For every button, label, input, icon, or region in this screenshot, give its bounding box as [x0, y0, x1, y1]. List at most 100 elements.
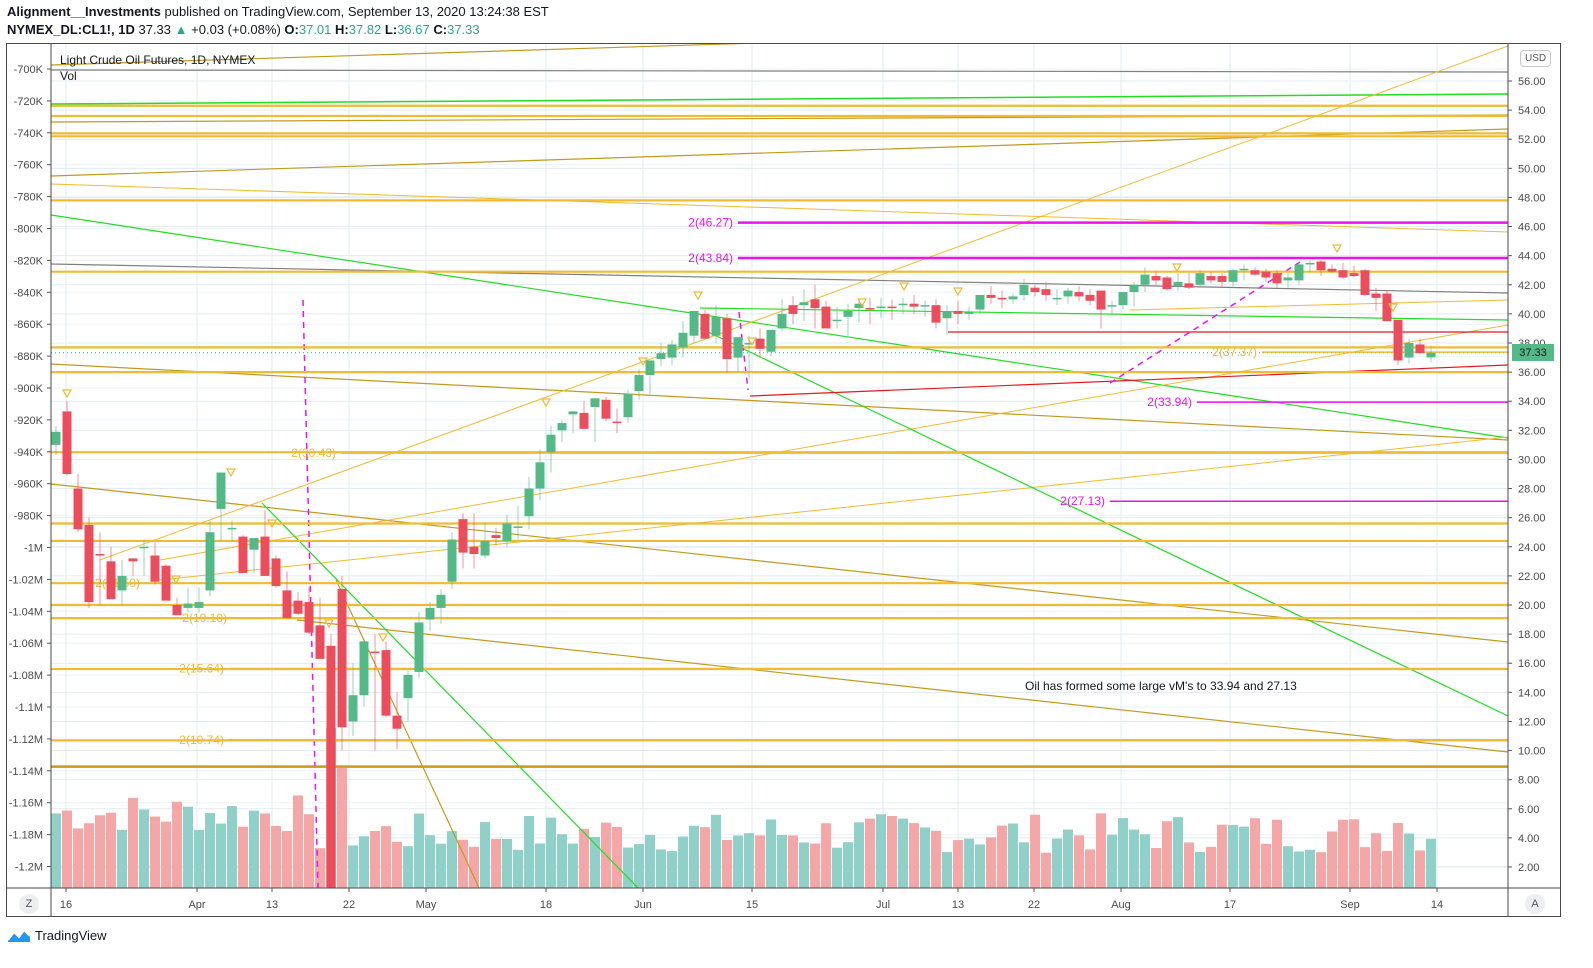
candle [1184, 283, 1194, 288]
volume-axis-tick: -860K [14, 319, 44, 331]
candle [975, 294, 985, 310]
candle [1415, 344, 1425, 354]
candle [381, 650, 391, 716]
candle [139, 546, 149, 549]
candle [942, 310, 952, 319]
plot-area[interactable]: 2(46.27) 2(43.84) 2(33.94) 2(27.13) 2(37.37)… [51, 42, 1508, 968]
price-axis-tick: 6.00 [1518, 804, 1539, 816]
close-label: C: [433, 22, 448, 37]
candle [117, 575, 127, 591]
series-title[interactable]: Light Crude Oil Futures, 1D, NYMEX [60, 53, 256, 67]
candle [1338, 270, 1348, 278]
price-axis-tick: 50.00 [1518, 163, 1546, 175]
chart-annotation[interactable]: Oil has formed some large vM's to 33.94 … [1025, 679, 1297, 693]
candle [436, 594, 446, 608]
level-label[interactable]: 2(19.10) [182, 611, 227, 625]
level-label[interactable]: 2(15.64) [179, 661, 224, 675]
candle [337, 588, 347, 728]
time-axis-tick: Sep [1340, 899, 1360, 911]
price-axis-tick: 42.00 [1518, 280, 1546, 292]
tradingview-logo-icon [7, 928, 31, 942]
candle [832, 319, 842, 322]
candle [172, 605, 182, 616]
price-axis-tick: 28.00 [1518, 484, 1546, 496]
time-axis-tick: 18 [540, 899, 552, 911]
brand-name: TradingView [35, 927, 107, 943]
candle [1151, 276, 1161, 281]
time-axis-tick: 13 [952, 899, 964, 911]
candle [227, 527, 237, 530]
publish-header: Alignment__Investments published on Trad… [7, 4, 549, 19]
candle [1393, 319, 1403, 361]
volume-axis-tick: -1.12M [9, 734, 43, 746]
time-axis-tick: May [416, 899, 437, 911]
author-name[interactable]: Alignment__Investments [7, 4, 161, 19]
volume-axis-tick: -760K [14, 160, 44, 172]
candle [128, 558, 138, 562]
candle [249, 538, 259, 550]
price-axis-tick: 16.00 [1518, 658, 1546, 670]
volume-axis-tick: -1M [24, 543, 43, 555]
candle [1052, 297, 1062, 300]
candle [1162, 277, 1172, 290]
volume-axis-tick: -880K [14, 351, 44, 363]
candle [1019, 284, 1029, 295]
level-label[interactable]: 2(10.74) [179, 733, 224, 747]
price-axis-tick: 26.00 [1518, 513, 1546, 525]
level-label[interactable]: 2(30.43) [291, 446, 336, 460]
price-axis-tick: 24.00 [1518, 542, 1546, 554]
price-axis-tick: 40.00 [1518, 309, 1546, 321]
price-axis-tick: 12.00 [1518, 716, 1546, 728]
candle [403, 674, 413, 699]
candle [865, 308, 875, 310]
candle [73, 488, 83, 530]
candle [1173, 281, 1183, 287]
candle [777, 313, 787, 329]
candle [1195, 273, 1205, 285]
candle [645, 360, 655, 376]
candle [1129, 284, 1139, 293]
candle [469, 546, 479, 555]
level-label[interactable]: 2(27.13) [1060, 494, 1105, 508]
volume-axis-tick: -820K [14, 255, 44, 267]
candle [1228, 270, 1238, 282]
candle [282, 590, 292, 619]
volume-axis-tick: -1.14M [9, 766, 43, 778]
level-label[interactable]: 2(46.27) [688, 216, 733, 230]
price-axis-tick: 52.00 [1518, 134, 1546, 146]
high-value: 37.82 [348, 22, 382, 37]
time-axis-tick: 16 [60, 899, 72, 911]
close-value: 37.33 [447, 22, 480, 37]
zoom-button[interactable]: Z [19, 894, 39, 914]
candle [986, 294, 996, 298]
candle [150, 555, 160, 582]
currency-badge[interactable]: USD [1520, 50, 1552, 67]
volume-title[interactable]: Vol [60, 69, 77, 83]
candle [964, 312, 974, 314]
candle [1008, 296, 1018, 300]
volume-axis-tick: -1.02M [9, 574, 43, 586]
candle [271, 558, 281, 587]
candle [887, 306, 897, 309]
candle [876, 306, 886, 309]
candle [1030, 287, 1040, 293]
candle [1140, 274, 1150, 285]
candle [1074, 292, 1084, 297]
candle [304, 602, 314, 633]
last-price-tag: 37.33 [1512, 344, 1554, 361]
volume-axis-tick: -1.08M [9, 670, 43, 682]
candle [733, 337, 743, 358]
price-axis-tick: 32.00 [1518, 425, 1546, 437]
level-label[interactable]: 2(33.94) [1147, 395, 1192, 409]
candle [909, 303, 919, 307]
candle [392, 715, 402, 729]
auto-scale-button[interactable]: A [1525, 894, 1545, 914]
footer-brand[interactable]: TradingView [7, 927, 107, 943]
time-axis-tick: 15 [746, 899, 758, 911]
candle [95, 554, 105, 556]
candle [359, 641, 369, 696]
level-label[interactable]: 2(37.37) [1212, 345, 1257, 359]
level-label[interactable]: 2(43.84) [688, 251, 733, 265]
candle [183, 603, 193, 608]
